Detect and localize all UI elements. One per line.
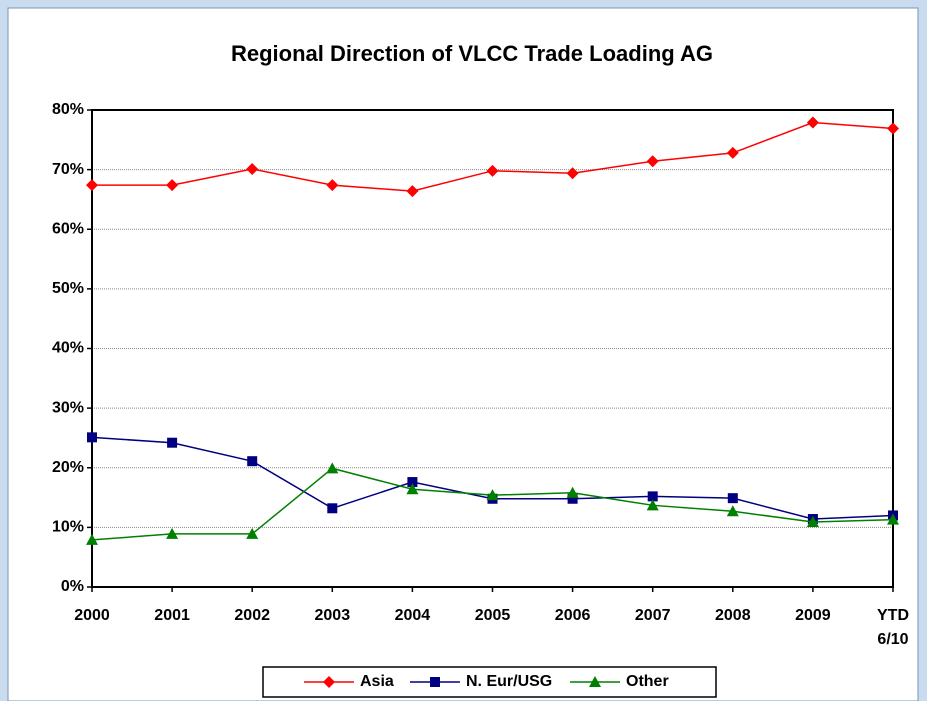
legend-label: N. Eur/USG	[466, 673, 552, 690]
marker	[486, 164, 499, 177]
marker	[727, 493, 738, 504]
marker	[247, 456, 258, 467]
legend-label: Asia	[360, 673, 394, 690]
marker	[326, 179, 339, 192]
marker	[646, 499, 659, 511]
marker	[647, 491, 658, 502]
marker	[887, 122, 899, 135]
y-tick-label: 20%	[52, 459, 84, 476]
x-tick-label: 2002	[234, 607, 270, 624]
y-tick-label: 80%	[52, 101, 84, 118]
marker	[86, 533, 98, 545]
x-tick-label: 2009	[795, 607, 831, 624]
marker	[726, 146, 739, 159]
chart-title: Regional Direction of VLCC Trade Loading…	[231, 41, 713, 66]
marker	[167, 437, 178, 448]
marker	[406, 483, 419, 495]
marker	[646, 155, 659, 168]
marker	[806, 116, 819, 129]
y-tick-label: 40%	[52, 340, 84, 357]
legend-label: Other	[626, 673, 669, 690]
y-tick-label: 70%	[52, 161, 84, 178]
legend-marker	[323, 676, 335, 688]
x-tick-label: 2000	[74, 607, 110, 624]
x-tick-label: 2003	[314, 607, 351, 624]
x-tick-label: 2005	[474, 607, 511, 624]
x-tick-label: YTD 6/10	[877, 607, 909, 648]
marker	[726, 505, 739, 517]
marker	[327, 503, 338, 514]
y-tick-label: 50%	[52, 280, 84, 297]
x-tick-label: 2007	[634, 607, 671, 624]
marker	[887, 513, 899, 525]
marker	[246, 527, 259, 539]
marker	[806, 516, 819, 528]
legend-marker	[430, 677, 440, 687]
marker	[326, 462, 339, 474]
marker	[166, 179, 179, 192]
y-tick-label: 30%	[52, 399, 84, 416]
y-tick-label: 10%	[52, 519, 84, 536]
marker	[566, 167, 579, 180]
marker	[87, 432, 97, 443]
marker	[406, 185, 419, 198]
y-tick-label: 0%	[61, 578, 84, 595]
marker	[566, 486, 579, 498]
x-tick-label: 2008	[715, 607, 751, 624]
chart-panel	[7, 7, 919, 701]
marker	[407, 477, 418, 488]
marker	[567, 493, 578, 504]
x-tick-label: 2004	[394, 607, 431, 624]
marker	[246, 163, 259, 176]
x-tick-label: 2006	[554, 607, 591, 624]
x-tick-label: 2001	[154, 607, 190, 624]
y-tick-label: 60%	[52, 220, 84, 237]
marker	[486, 489, 499, 501]
marker	[166, 527, 179, 539]
marker	[86, 179, 98, 192]
legend-marker	[589, 676, 601, 687]
